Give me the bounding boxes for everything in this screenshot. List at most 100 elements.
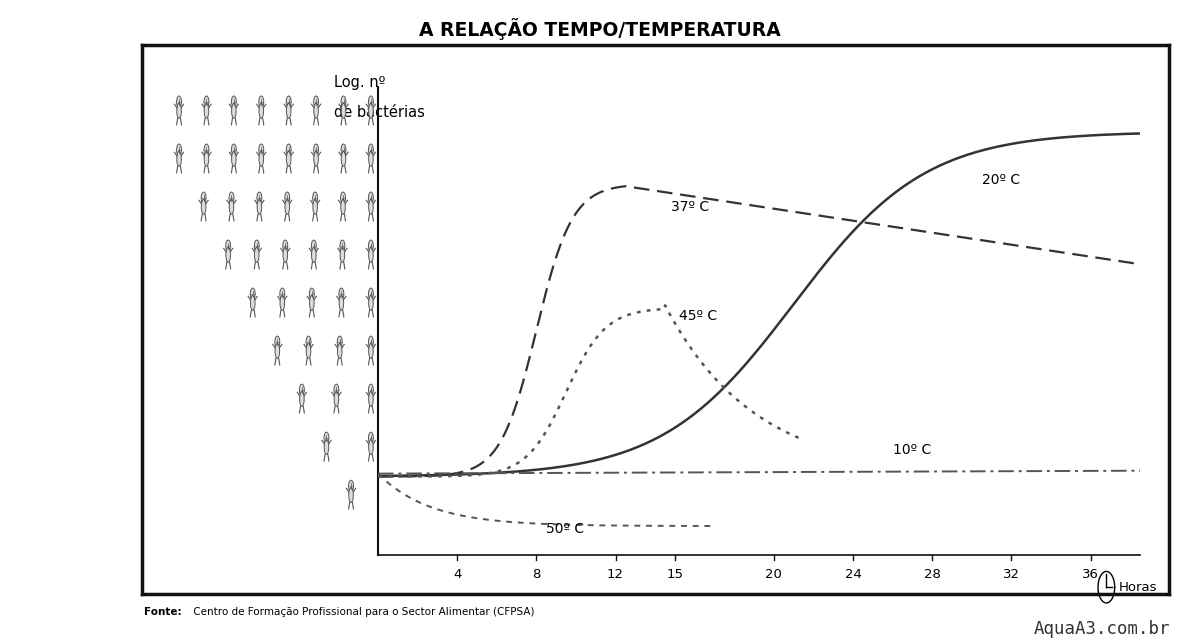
Ellipse shape: [368, 343, 373, 358]
Ellipse shape: [340, 295, 343, 310]
Ellipse shape: [368, 200, 373, 214]
Circle shape: [306, 336, 311, 348]
Ellipse shape: [312, 247, 316, 263]
Ellipse shape: [284, 200, 289, 214]
Circle shape: [259, 144, 264, 155]
Ellipse shape: [314, 152, 318, 166]
Ellipse shape: [334, 392, 338, 406]
Text: Horas: Horas: [1120, 581, 1158, 594]
Circle shape: [300, 384, 305, 395]
Ellipse shape: [204, 152, 209, 166]
Ellipse shape: [287, 103, 290, 118]
Text: 12: 12: [607, 568, 624, 582]
Text: 28: 28: [924, 568, 941, 582]
Circle shape: [232, 96, 236, 107]
Circle shape: [368, 240, 373, 252]
Ellipse shape: [229, 200, 234, 214]
Circle shape: [324, 432, 329, 444]
Circle shape: [313, 144, 318, 155]
Text: Fonte:: Fonte:: [144, 607, 181, 617]
Circle shape: [257, 192, 262, 204]
Text: AquaA3.com.br: AquaA3.com.br: [1033, 620, 1170, 638]
Circle shape: [176, 96, 181, 107]
Circle shape: [368, 336, 373, 348]
Ellipse shape: [287, 152, 290, 166]
Circle shape: [254, 240, 259, 252]
Ellipse shape: [202, 200, 206, 214]
Ellipse shape: [306, 343, 311, 358]
Circle shape: [229, 192, 234, 204]
Circle shape: [341, 96, 346, 107]
Ellipse shape: [257, 200, 262, 214]
Circle shape: [313, 96, 318, 107]
Circle shape: [202, 192, 206, 204]
Text: 37º C: 37º C: [671, 200, 709, 214]
Ellipse shape: [259, 103, 264, 118]
Circle shape: [368, 96, 373, 107]
Ellipse shape: [251, 295, 256, 310]
Text: 10º C: 10º C: [893, 444, 931, 457]
Circle shape: [232, 144, 236, 155]
Circle shape: [341, 144, 346, 155]
Ellipse shape: [254, 247, 259, 263]
Text: 36: 36: [1082, 568, 1099, 582]
Circle shape: [368, 432, 373, 444]
Circle shape: [368, 384, 373, 395]
Ellipse shape: [310, 295, 314, 310]
Ellipse shape: [314, 103, 318, 118]
Circle shape: [368, 144, 373, 155]
Circle shape: [348, 480, 354, 492]
Ellipse shape: [341, 200, 346, 214]
Circle shape: [311, 240, 317, 252]
Circle shape: [334, 384, 338, 395]
Text: 4: 4: [452, 568, 461, 582]
Circle shape: [275, 336, 280, 348]
Ellipse shape: [368, 247, 373, 263]
Circle shape: [310, 288, 314, 300]
Ellipse shape: [341, 152, 346, 166]
Ellipse shape: [368, 103, 373, 118]
Ellipse shape: [368, 295, 373, 310]
Circle shape: [368, 192, 373, 204]
Text: de bactérias: de bactérias: [335, 105, 425, 121]
Text: 45º C: 45º C: [679, 309, 716, 323]
Ellipse shape: [337, 343, 342, 358]
Circle shape: [337, 336, 342, 348]
Text: 15: 15: [666, 568, 683, 582]
Ellipse shape: [280, 295, 284, 310]
Circle shape: [259, 96, 264, 107]
Circle shape: [284, 192, 289, 204]
Circle shape: [313, 192, 318, 204]
Ellipse shape: [259, 152, 264, 166]
Circle shape: [287, 144, 292, 155]
Circle shape: [176, 144, 181, 155]
Circle shape: [368, 288, 373, 300]
Circle shape: [287, 96, 292, 107]
Text: 32: 32: [1003, 568, 1020, 582]
Circle shape: [251, 288, 256, 300]
Ellipse shape: [341, 103, 346, 118]
Text: A RELAÇÃO TEMPO/TEMPERATURA: A RELAÇÃO TEMPO/TEMPERATURA: [419, 18, 781, 40]
Ellipse shape: [349, 488, 353, 503]
Text: 20º C: 20º C: [982, 173, 1020, 187]
Ellipse shape: [368, 392, 373, 406]
Ellipse shape: [313, 200, 318, 214]
Ellipse shape: [226, 247, 230, 263]
Ellipse shape: [324, 440, 329, 455]
Circle shape: [338, 288, 344, 300]
Text: 50º C: 50º C: [546, 521, 584, 535]
Ellipse shape: [368, 152, 373, 166]
Ellipse shape: [204, 103, 209, 118]
Circle shape: [280, 288, 284, 300]
Text: Centro de Formação Profissional para o Sector Alimentar (CFPSA): Centro de Formação Profissional para o S…: [190, 607, 534, 617]
Ellipse shape: [275, 343, 280, 358]
Ellipse shape: [368, 440, 373, 455]
Ellipse shape: [176, 103, 181, 118]
Circle shape: [341, 192, 346, 204]
Ellipse shape: [232, 152, 236, 166]
Text: Log. nº: Log. nº: [335, 75, 386, 91]
Circle shape: [283, 240, 288, 252]
Ellipse shape: [283, 247, 288, 263]
Ellipse shape: [340, 247, 344, 263]
Ellipse shape: [300, 392, 304, 406]
